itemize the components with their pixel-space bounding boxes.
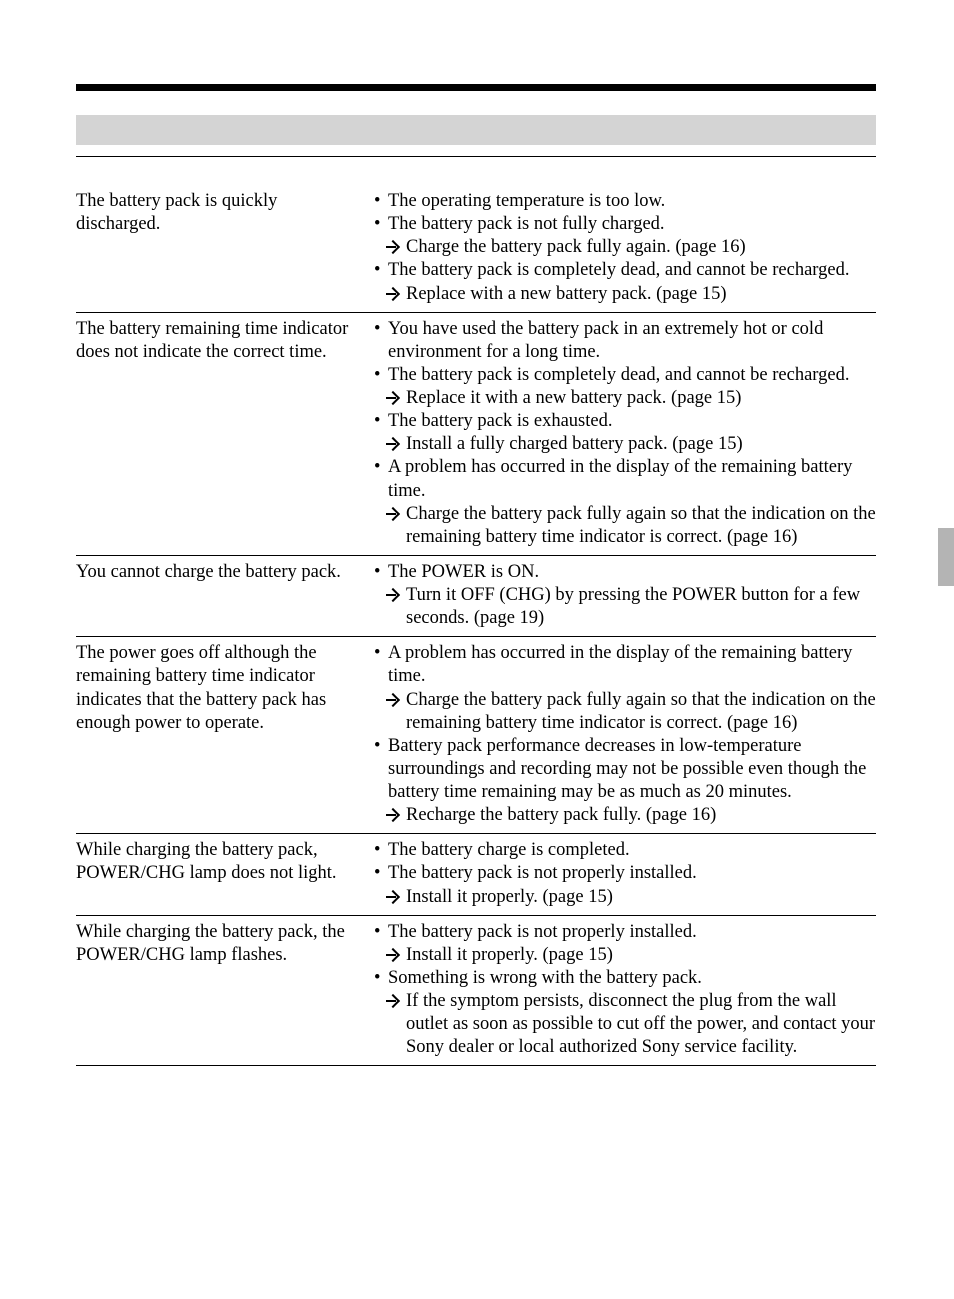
solution-item: Replace it with a new battery pack. (pag… [374, 387, 876, 410]
cause-list: You have used the battery pack in an ext… [374, 318, 876, 549]
troubleshooting-table: The battery pack is quickly discharged.T… [76, 185, 876, 1066]
symptom-text: While charging the battery pack, the POW… [76, 921, 374, 1060]
cause-item: The POWER is ON. [374, 561, 876, 584]
solution-item: Charge the battery pack fully again. (pa… [374, 236, 876, 259]
table-row: While charging the battery pack, the POW… [76, 916, 876, 1067]
solution-item: Install it properly. (page 15) [374, 944, 876, 967]
cause-item: You have used the battery pack in an ext… [374, 318, 876, 364]
cause-list: The operating temperature is too low.The… [374, 190, 876, 306]
cause-item: The battery charge is completed. [374, 839, 876, 862]
solution-item: Charge the battery pack fully again so t… [374, 689, 876, 735]
cause-item: The battery pack is not fully charged. [374, 213, 876, 236]
cause-list: The battery charge is completed.The batt… [374, 839, 876, 908]
cause-list: The POWER is ON.Turn it OFF (CHG) by pre… [374, 561, 876, 630]
symptom-text: While charging the battery pack, POWER/C… [76, 839, 374, 908]
solution-item: If the symptom persists, disconnect the … [374, 990, 876, 1059]
solution-item: Install a fully charged battery pack. (p… [374, 433, 876, 456]
symptom-text: The battery pack is quickly discharged. [76, 190, 374, 306]
section-heading-bar [76, 115, 876, 145]
cause-item: The battery pack is completely dead, and… [374, 364, 876, 387]
cause-item: The operating temperature is too low. [374, 190, 876, 213]
thin-rule [76, 156, 876, 157]
solution-item: Replace with a new battery pack. (page 1… [374, 283, 876, 306]
symptom-text: The battery remaining time indicator doe… [76, 318, 374, 549]
table-row: You cannot charge the battery pack.The P… [76, 556, 876, 637]
solution-item: Recharge the battery pack fully. (page 1… [374, 804, 876, 827]
solution-item: Turn it OFF (CHG) by pressing the POWER … [374, 584, 876, 630]
top-rule [76, 84, 876, 91]
table-row: The battery remaining time indicator doe… [76, 313, 876, 556]
cause-list: The battery pack is not properly install… [374, 921, 876, 1060]
cause-item: A problem has occurred in the display of… [374, 642, 876, 688]
cause-item: A problem has occurred in the display of… [374, 456, 876, 502]
cause-item: The battery pack is not properly install… [374, 921, 876, 944]
table-row: The battery pack is quickly discharged.T… [76, 185, 876, 313]
solution-item: Install it properly. (page 15) [374, 886, 876, 909]
cause-item: Battery pack performance decreases in lo… [374, 735, 876, 804]
table-row: The power goes off although the remainin… [76, 637, 876, 834]
cause-list: A problem has occurred in the display of… [374, 642, 876, 827]
solution-item: Charge the battery pack fully again so t… [374, 503, 876, 549]
cause-item: The battery pack is not properly install… [374, 862, 876, 885]
side-tab [938, 528, 954, 586]
table-row: While charging the battery pack, POWER/C… [76, 834, 876, 915]
cause-item: Something is wrong with the battery pack… [374, 967, 876, 990]
symptom-text: You cannot charge the battery pack. [76, 561, 374, 630]
symptom-text: The power goes off although the remainin… [76, 642, 374, 827]
cause-item: The battery pack is exhausted. [374, 410, 876, 433]
cause-item: The battery pack is completely dead, and… [374, 259, 876, 282]
